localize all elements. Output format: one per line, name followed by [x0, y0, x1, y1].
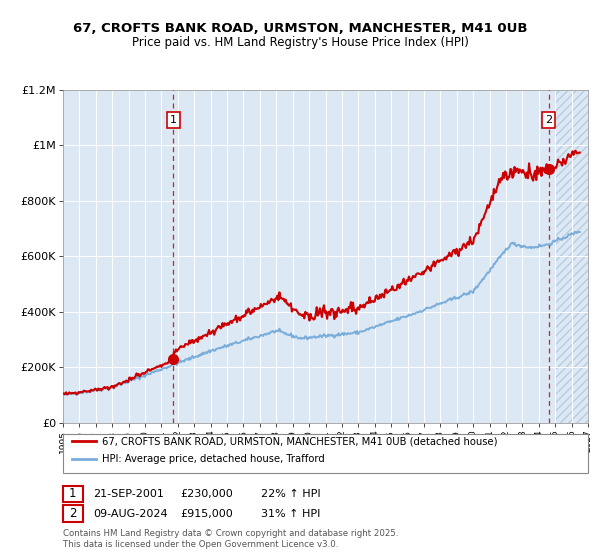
Text: 1: 1	[69, 487, 77, 501]
Text: 22% ↑ HPI: 22% ↑ HPI	[261, 489, 320, 499]
Text: 31% ↑ HPI: 31% ↑ HPI	[261, 508, 320, 519]
Text: £915,000: £915,000	[180, 508, 233, 519]
Text: 67, CROFTS BANK ROAD, URMSTON, MANCHESTER, M41 0UB (detached house): 67, CROFTS BANK ROAD, URMSTON, MANCHESTE…	[102, 436, 497, 446]
Text: 2: 2	[545, 115, 552, 125]
Text: 67, CROFTS BANK ROAD, URMSTON, MANCHESTER, M41 0UB: 67, CROFTS BANK ROAD, URMSTON, MANCHESTE…	[73, 22, 527, 35]
Text: £230,000: £230,000	[180, 489, 233, 499]
Text: 2: 2	[69, 507, 77, 520]
Text: 1: 1	[170, 115, 177, 125]
Text: Contains HM Land Registry data © Crown copyright and database right 2025.
This d: Contains HM Land Registry data © Crown c…	[63, 529, 398, 549]
Bar	[555, 90, 588, 423]
Text: HPI: Average price, detached house, Trafford: HPI: Average price, detached house, Traf…	[102, 454, 325, 464]
Text: Price paid vs. HM Land Registry's House Price Index (HPI): Price paid vs. HM Land Registry's House …	[131, 36, 469, 49]
Text: 21-SEP-2001: 21-SEP-2001	[93, 489, 164, 499]
Text: 09-AUG-2024: 09-AUG-2024	[93, 508, 167, 519]
